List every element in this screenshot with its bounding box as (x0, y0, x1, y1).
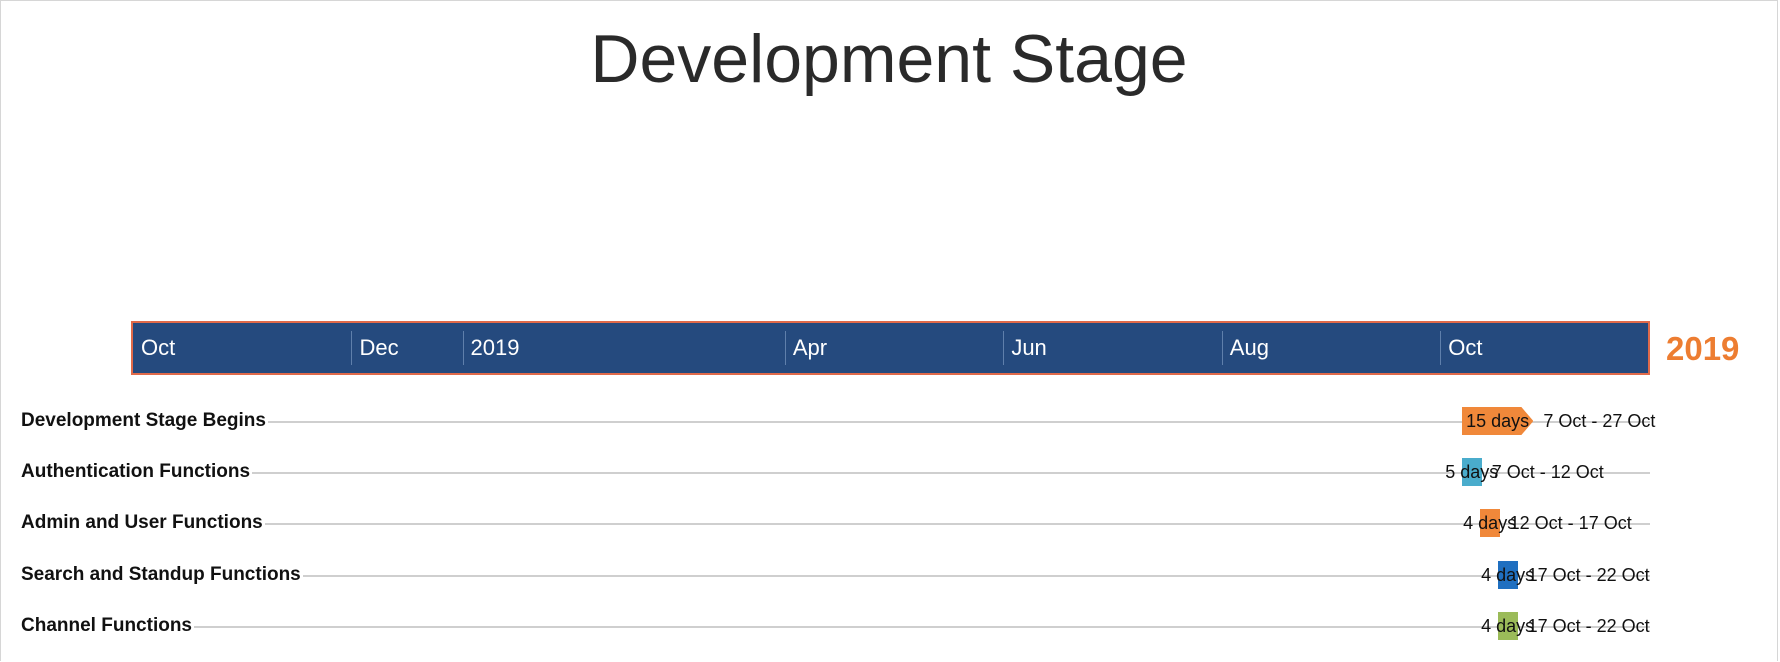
task-bar[interactable] (1497, 612, 1518, 640)
task-bar[interactable] (1462, 407, 1534, 435)
task-dates-label: 17 Oct - 22 Oct (1527, 564, 1650, 585)
task-dates-label: 7 Oct - 12 Oct (1491, 461, 1604, 482)
task-duration-label: 4 days (1481, 564, 1535, 585)
tick-label: Oct (141, 335, 176, 360)
task-bar[interactable] (1497, 561, 1518, 589)
task-label: Admin and User Functions (21, 503, 265, 543)
task-dates-label: 12 Oct - 17 Oct (1509, 512, 1632, 533)
task-guide-line (21, 575, 1650, 577)
tick-separator (1003, 331, 1005, 365)
tick-label: Dec (359, 335, 399, 360)
task-label: Development Stage Begins (21, 401, 268, 441)
task-duration-label: 4 days (1463, 512, 1517, 533)
task-dates-label: 17 Oct - 22 Oct (1527, 615, 1650, 636)
task-label: Authentication Functions (21, 452, 253, 492)
tick-separator (462, 331, 464, 365)
tick-separator (1440, 331, 1442, 365)
task-guide-line (21, 523, 1650, 525)
task-guide-line (21, 421, 1650, 423)
task-guide-line (21, 472, 1650, 474)
tick-separator (784, 331, 786, 365)
year-label: 2019 (1666, 330, 1740, 367)
task-row: Authentication Functions 5 days 7 Oct - 12… (1, 452, 1777, 492)
tick-label: 2019 (470, 335, 520, 360)
task-row: Development Stage Begins 15 days 7 Oct - 2… (1, 401, 1777, 441)
task-duration-label: 4 days (1481, 615, 1535, 636)
task-bar[interactable] (1479, 509, 1500, 537)
task-label: Channel Functions (21, 606, 194, 646)
tick-label: Jun (1011, 335, 1047, 360)
tick-label: Apr (792, 335, 828, 360)
task-duration-label: 15 days (1466, 410, 1530, 431)
task-row: Channel Functions 4 days 17 Oct - 22 Oct (1, 606, 1777, 646)
tick-label: Aug (1229, 335, 1269, 360)
tick-label: Oct (1448, 335, 1483, 360)
task-guide-line (21, 626, 1650, 628)
task-bar[interactable] (1461, 458, 1482, 486)
task-row: Admin and User Functions 4 days 12 Oct - 1… (1, 503, 1777, 543)
task-row: Search and Standup Functions 4 days 17 Oct… (1, 555, 1777, 595)
task-dates-label: 7 Oct - 27 Oct (1543, 410, 1656, 431)
task-duration-label: 5 days (1445, 461, 1499, 482)
tick-separator (351, 331, 353, 365)
task-label: Search and Standup Functions (21, 555, 303, 595)
timescale-bar: Oct Dec 2019 Apr Jun Aug Oct (131, 321, 1650, 375)
chart-title: Development Stage (590, 21, 1188, 97)
tick-separator (1221, 331, 1223, 365)
